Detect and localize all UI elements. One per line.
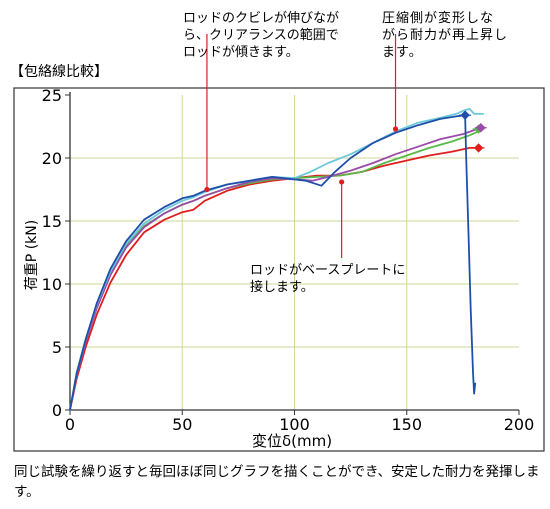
y-tick-label: 20 xyxy=(42,149,62,168)
y-tick-label: 10 xyxy=(42,275,62,294)
series-line-4 xyxy=(69,108,484,411)
x-tick-label: 200 xyxy=(504,415,535,434)
x-axis-label: 変位δ(mm) xyxy=(252,432,332,450)
grid-lines xyxy=(69,92,519,411)
plot-frame xyxy=(13,87,545,452)
annotation-pointers xyxy=(204,34,399,258)
annotation-rod-tilt: ロッドのクビレが伸びなが ら、クリアランスの範囲で ロッドが傾きます。 xyxy=(183,10,339,61)
annotation-rod-tilt-line-3: ロッドが傾きます。 xyxy=(183,45,299,60)
annotation-base-contact: ロッドがベースプレートに 接します。 xyxy=(250,262,405,296)
x-tick-label: 100 xyxy=(279,415,310,434)
x-tick-label: 50 xyxy=(172,415,192,434)
chart-title: 【包絡線比較】 xyxy=(10,64,108,80)
y-tick-label: 5 xyxy=(52,338,62,357)
series-line-5 xyxy=(69,114,477,411)
annotation-strength-rise-line-3: ます。 xyxy=(382,45,423,60)
y-axis-label: 荷重P (kN) xyxy=(24,220,40,290)
y-tick-label: 15 xyxy=(42,212,62,231)
annotation-pointer-dot xyxy=(392,126,399,132)
annotation-strength-rise-line-2: がら耐力が再上昇し xyxy=(382,28,509,43)
x-tick-label: 150 xyxy=(391,415,422,434)
annotation-strength-rise: 圧縮側が変形しな がら耐力が再上昇し ます。 xyxy=(382,10,508,61)
series-line-1 xyxy=(69,147,482,411)
load-displacement-chart: 【包絡線比較】 0 50 100 150 200 0 5 10 15 20 25 変位δ(mm) 荷… xyxy=(10,34,545,452)
y-tick-label: 25 xyxy=(42,86,62,105)
annotation-pointer-dot xyxy=(339,179,345,185)
annotation-rod-tilt-line-1: ロッドのクビレが伸びなが xyxy=(183,11,340,26)
x-tick-label: 0 xyxy=(65,415,75,434)
axis-ticks: 0 50 100 150 200 0 5 10 15 20 25 xyxy=(42,86,535,434)
annotation-base-contact-line-2: 接します。 xyxy=(250,280,314,295)
y-tick-label: 0 xyxy=(52,401,62,420)
annotation-base-contact-line-1: ロッドがベースプレートに xyxy=(250,263,406,278)
chart-caption: 同じ試験を繰り返すと毎回ほぼ同じグラフを描くことができ、安定した耐力を発揮します… xyxy=(14,464,540,500)
series-lines xyxy=(69,108,487,411)
annotation-pointer-dot xyxy=(204,186,210,193)
series-line-3 xyxy=(69,126,482,411)
annotation-rod-tilt-line-2: ら、クリアランスの範囲で xyxy=(183,28,339,43)
annotation-strength-rise-line-1: 圧縮側が変形しな xyxy=(382,11,495,26)
